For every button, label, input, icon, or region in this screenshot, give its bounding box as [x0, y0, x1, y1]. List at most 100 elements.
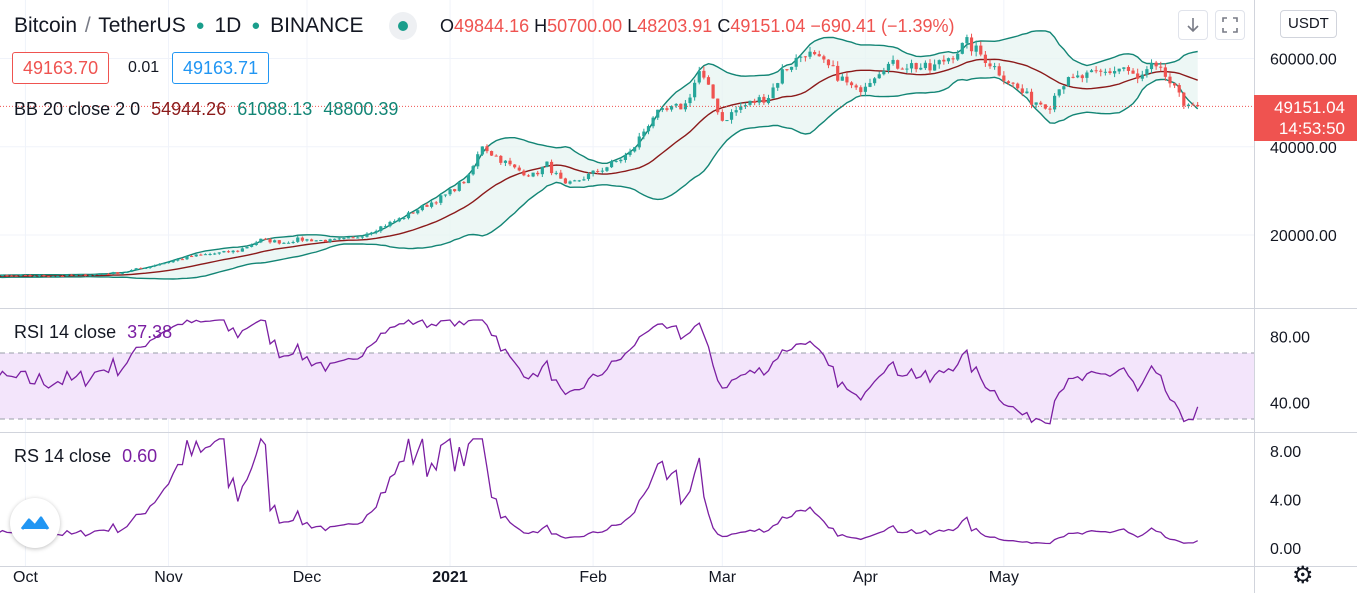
candle-body — [729, 112, 734, 120]
candle-body — [757, 97, 761, 103]
candle-body — [333, 238, 337, 240]
candle-body — [291, 242, 295, 244]
candle-body — [222, 251, 226, 253]
candle-body — [540, 166, 544, 175]
candle-body — [1039, 102, 1043, 105]
rs-tick-label: 8.00 — [1270, 444, 1301, 461]
bb-lower-line — [0, 76, 1199, 280]
candle-body — [776, 83, 780, 88]
candle-body — [365, 233, 369, 237]
market-status-icon[interactable] — [389, 12, 417, 40]
candle-body — [1099, 70, 1103, 72]
rsi-legend[interactable]: RSI 14 close 37.38 — [14, 322, 172, 343]
candle-body — [637, 136, 641, 148]
rs-value: 0.60 — [122, 446, 158, 466]
rsi-value: 37.38 — [127, 322, 173, 342]
bb-name: BB — [14, 99, 39, 119]
candle-body — [614, 160, 618, 162]
candle-body — [577, 180, 581, 182]
exchange-label: BINANCE — [270, 14, 364, 37]
candle-body — [309, 239, 314, 242]
bb-legend[interactable]: BB 20 close 2 0 54944.26 61088.13 48800.… — [14, 99, 398, 120]
symbol-name[interactable]: Bitcoin — [14, 14, 78, 37]
candle-body — [863, 86, 867, 92]
rs-legend[interactable]: RS 14 close 0.60 — [14, 446, 157, 467]
candle-body — [688, 97, 692, 104]
fullscreen-button[interactable] — [1215, 10, 1245, 40]
price-tick-label: 20000.00 — [1270, 228, 1337, 245]
candle-body — [683, 103, 688, 110]
candle-body — [923, 62, 927, 69]
candle-body — [517, 167, 521, 171]
candle-body — [679, 103, 683, 110]
buy-price-button[interactable]: 49163.71 — [172, 52, 270, 84]
rsi-params: 14 close — [49, 322, 117, 342]
candle-body — [1006, 81, 1011, 84]
candle-body — [1126, 67, 1131, 71]
bb-upper-value: 61088.13 — [237, 99, 313, 119]
candle-body — [942, 59, 946, 62]
candle-body — [1122, 67, 1126, 69]
candle-body — [780, 69, 784, 84]
sell-price-button[interactable]: 49163.70 — [12, 52, 110, 84]
candle-body — [554, 172, 558, 174]
close-value: 49151.04 — [730, 16, 806, 36]
candle-body — [254, 242, 258, 245]
candle-body — [891, 59, 895, 64]
candle-body — [725, 120, 729, 122]
candle-body — [171, 260, 175, 263]
candle-body — [1080, 75, 1084, 79]
candle-body — [139, 268, 143, 270]
candle-body — [914, 63, 918, 70]
candle-body — [933, 64, 937, 71]
candle-body — [1149, 62, 1154, 70]
candle-body — [356, 237, 360, 239]
candle-body — [300, 237, 304, 241]
candle-body — [762, 96, 766, 103]
rs-tick-label: 4.00 — [1270, 493, 1301, 510]
candle-body — [157, 264, 161, 266]
candle-body — [65, 274, 69, 277]
candle-body — [803, 56, 807, 58]
candle-body — [93, 274, 97, 276]
candle-body — [249, 244, 254, 247]
candle-body — [388, 221, 392, 227]
ohlc-readout: O49844.16 H50700.00 L48203.91 C49151.04 … — [440, 16, 955, 36]
candle-body — [42, 275, 46, 277]
candle-body — [457, 182, 461, 191]
gear-icon[interactable]: ⚙ — [1292, 562, 1314, 589]
candle-body — [116, 272, 120, 274]
candle-body — [466, 174, 471, 184]
candle-body — [573, 180, 577, 182]
candle-body — [379, 226, 383, 232]
rsi-tick-label: 80.00 — [1270, 330, 1310, 347]
candle-body — [974, 45, 978, 52]
rsi-tick-label: 40.00 — [1270, 396, 1310, 413]
candle-body — [753, 100, 757, 103]
candle-body — [642, 131, 646, 137]
candle-body — [1048, 108, 1052, 110]
open-value: 49844.16 — [454, 16, 530, 36]
download-button[interactable] — [1178, 10, 1208, 40]
tradingview-logo[interactable] — [10, 498, 60, 548]
candle-body — [674, 103, 678, 106]
rsi-line — [0, 319, 1199, 425]
candle-body — [665, 108, 669, 110]
candle-body — [180, 259, 184, 261]
quote-name: TetherUS — [98, 14, 186, 37]
candle-body — [882, 70, 886, 75]
candle-body — [720, 112, 724, 121]
candle-body — [877, 74, 881, 79]
candle-body — [669, 105, 674, 110]
candle-body — [259, 238, 263, 243]
candle-body — [743, 105, 747, 107]
interval-label[interactable]: 1D — [214, 14, 242, 37]
candle-body — [153, 265, 157, 267]
candle-body — [1076, 75, 1080, 78]
candle-body — [956, 53, 960, 60]
candle-body — [563, 178, 568, 184]
candle-body — [406, 212, 411, 219]
time-tick-label: May — [989, 569, 1019, 586]
currency-selector[interactable]: USDT — [1280, 10, 1337, 38]
